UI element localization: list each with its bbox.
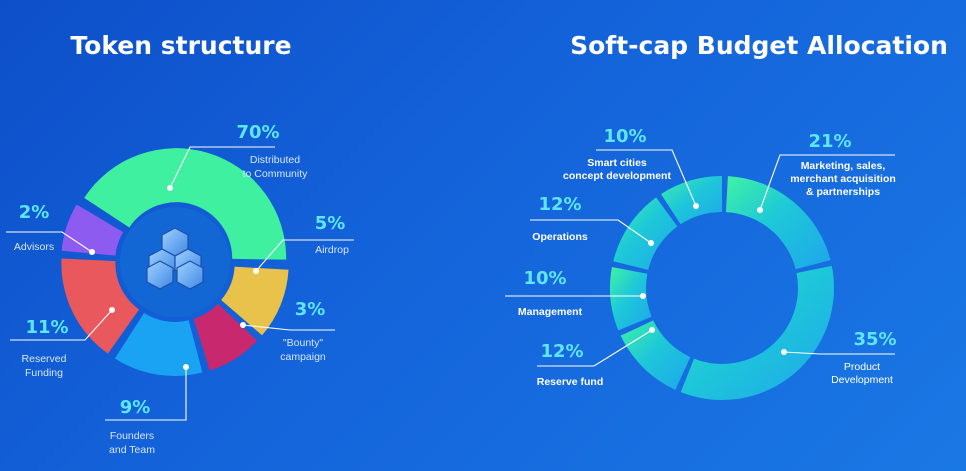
budget-pct-marketing: 21% bbox=[808, 131, 851, 152]
budget-label-product-line1: Product bbox=[844, 361, 880, 373]
budget-label-reserve-line1: Reserve fund bbox=[537, 376, 604, 388]
token-pct-community: 70% bbox=[236, 122, 279, 143]
budget-label-operations-line1: Operations bbox=[532, 231, 588, 243]
budget-label-marketing: 21% Marketing, sales, merchant acquisiti… bbox=[757, 131, 896, 213]
budget-pct-reserve: 12% bbox=[540, 341, 583, 362]
budget-label-smart-cities-line1: Smart cities bbox=[587, 157, 647, 169]
budget-label-smart-cities-line2: concept development bbox=[563, 170, 671, 182]
budget-allocation-slices bbox=[609, 176, 834, 400]
budget-slice-1 bbox=[725, 176, 831, 270]
budget-label-marketing-line1: Marketing, sales, bbox=[801, 160, 886, 172]
budget-slice-3 bbox=[620, 320, 691, 390]
budget-label-reserve: 12% Reserve fund bbox=[537, 327, 655, 388]
token-slice-4 bbox=[114, 313, 203, 376]
token-label-bounty-line2: campaign bbox=[280, 351, 326, 363]
token-label-founders-line2: and Team bbox=[109, 444, 155, 456]
budget-label-marketing-line3: & partnerships bbox=[806, 186, 880, 198]
token-label-bounty-line1: "Bounty" bbox=[283, 337, 323, 349]
budget-pct-product: 35% bbox=[853, 329, 896, 350]
budget-slice-4 bbox=[609, 267, 652, 331]
token-structure-title: Token structure bbox=[70, 31, 291, 60]
token-structure-chart: Token structure 70% Distributed to Commu… bbox=[6, 31, 354, 456]
budget-allocation-title: Soft-cap Budget Allocation bbox=[570, 31, 948, 60]
budget-slice-6 bbox=[661, 176, 722, 225]
token-label-reserved-line1: Reserved bbox=[22, 353, 67, 365]
token-pct-bounty: 3% bbox=[295, 299, 326, 320]
budget-label-management: 10% Management bbox=[505, 268, 646, 318]
token-label-community-line2: to Community bbox=[243, 168, 309, 180]
token-label-advisors-line1: Advisors bbox=[14, 241, 54, 253]
budget-label-marketing-line2: merchant acquisition bbox=[790, 173, 896, 185]
token-label-airdrop: 5% Airdrop bbox=[253, 213, 354, 274]
token-label-reserved: 11% Reserved Funding bbox=[10, 307, 115, 379]
budget-label-operations: 12% Operations bbox=[530, 194, 654, 246]
token-slice-1 bbox=[84, 148, 287, 260]
token-label-community-line1: Distributed bbox=[250, 154, 300, 166]
budget-slice-5 bbox=[613, 197, 678, 270]
budget-allocation-chart: Soft-cap Budget Allocation 21% Marketing… bbox=[505, 31, 948, 400]
token-pct-advisors: 2% bbox=[19, 202, 50, 223]
token-slice-6 bbox=[61, 204, 124, 256]
budget-label-product-line2: Development bbox=[831, 374, 893, 386]
budget-pct-operations: 12% bbox=[538, 194, 581, 215]
token-pct-founders: 9% bbox=[120, 397, 151, 418]
budget-label-management-line1: Management bbox=[518, 306, 583, 318]
token-structure-slices bbox=[61, 148, 289, 376]
token-label-bounty: 3% "Bounty" campaign bbox=[240, 299, 335, 363]
budget-label-product: 35% Product Development bbox=[781, 329, 897, 386]
token-label-advisors: 2% Advisors bbox=[6, 202, 95, 255]
budget-slice-2 bbox=[680, 265, 834, 400]
token-label-airdrop-line1: Airdrop bbox=[315, 244, 349, 256]
token-pct-reserved: 11% bbox=[25, 317, 68, 338]
budget-pct-management: 10% bbox=[523, 268, 566, 289]
token-label-founders: 9% Founders and Team bbox=[105, 364, 189, 456]
token-slice-2 bbox=[221, 266, 289, 336]
token-label-reserved-line2: Funding bbox=[25, 367, 63, 379]
token-slice-3 bbox=[193, 303, 258, 371]
token-label-community: 70% Distributed to Community bbox=[167, 122, 308, 191]
stacked-cubes-logo-icon bbox=[146, 227, 204, 290]
budget-pct-smart-cities: 10% bbox=[603, 126, 646, 147]
token-label-founders-line1: Founders bbox=[110, 430, 154, 442]
budget-label-smart-cities: 10% Smart cities concept development bbox=[563, 126, 699, 209]
token-slice-5 bbox=[61, 258, 140, 354]
token-pct-airdrop: 5% bbox=[315, 213, 346, 234]
